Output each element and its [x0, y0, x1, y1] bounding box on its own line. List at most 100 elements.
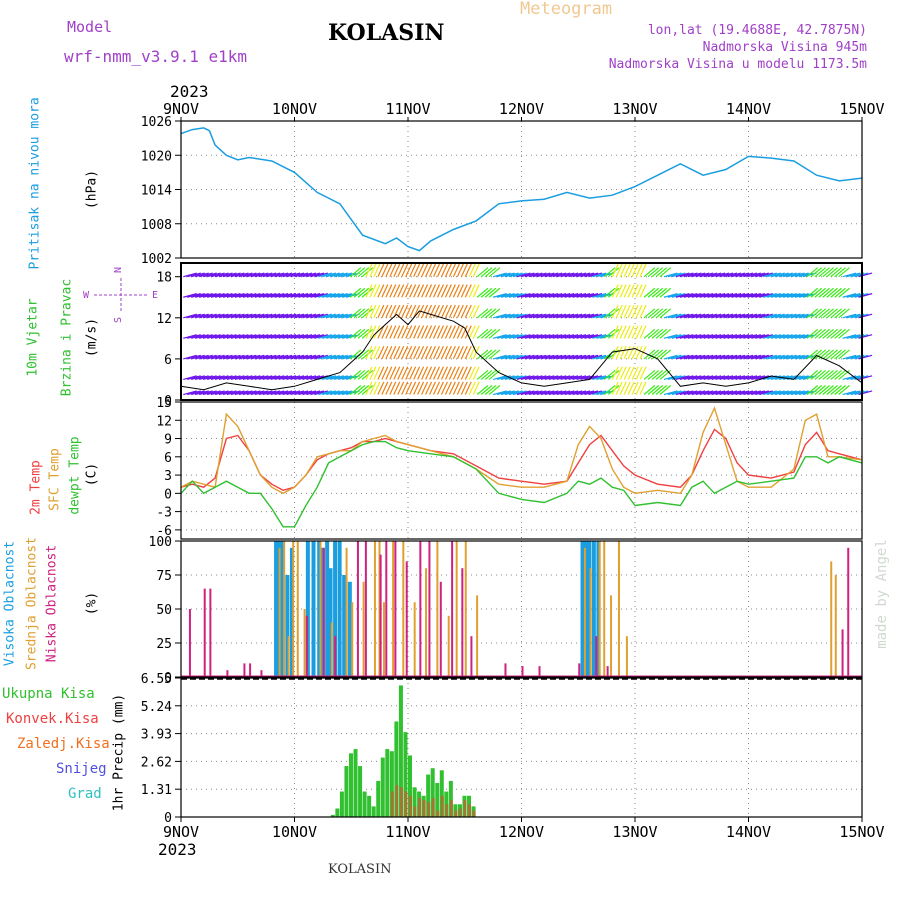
wind-barb	[448, 284, 456, 298]
wind-barb	[444, 325, 452, 339]
wind-barb	[294, 272, 309, 278]
wind-barb	[306, 334, 321, 339]
wind-barb	[703, 334, 718, 339]
wind-barb	[476, 308, 489, 319]
wind-barb	[202, 334, 217, 339]
wind-barb	[794, 313, 809, 319]
wind-barb	[623, 381, 631, 395]
wind-barb	[619, 381, 627, 395]
wind-barb	[508, 313, 523, 319]
wind-barb	[715, 334, 730, 339]
wind-barb	[627, 284, 635, 298]
wind-barb	[679, 375, 694, 381]
wind-barb	[739, 293, 754, 298]
wind-barb	[187, 375, 201, 381]
wind-barb	[266, 272, 281, 278]
precip-conv-bar	[409, 795, 412, 817]
wind-barb	[508, 293, 523, 298]
wind-barb	[723, 375, 738, 381]
cloud-low-bar	[203, 588, 206, 677]
wind-barb	[552, 313, 567, 319]
wind-barb	[782, 334, 797, 339]
wind-barb	[767, 354, 781, 360]
wind-barb	[679, 272, 694, 278]
wind-barb	[580, 390, 595, 396]
wind-barb	[759, 354, 773, 360]
wind-barb	[330, 354, 344, 360]
wind-barb	[727, 313, 742, 319]
wind-barb	[496, 334, 511, 339]
wind-barb	[846, 334, 861, 339]
cloud-low-bar	[379, 554, 382, 677]
wind-barb	[314, 272, 329, 278]
wind-barb	[476, 385, 489, 395]
wind-barb	[187, 313, 201, 319]
wind-barb	[611, 304, 619, 319]
wind-barb	[353, 385, 366, 395]
wind-barb	[334, 390, 348, 396]
lonlat-text: lon,lat (19.4688E, 42.7875N)	[647, 23, 867, 38]
wind-barb	[822, 287, 834, 298]
wind-barb	[723, 334, 738, 339]
wind-barb	[627, 263, 635, 277]
wind-barb	[516, 334, 531, 339]
wind-barb	[258, 272, 273, 278]
wind-barb	[512, 334, 527, 339]
cloud-low-bar	[847, 547, 850, 677]
wind-barb	[703, 375, 718, 381]
wind-barb	[771, 354, 785, 360]
wind-barb	[548, 334, 563, 339]
time-label-bottom: 15NOV	[839, 823, 884, 841]
cloud-low-bar	[260, 670, 263, 677]
wind-barb	[548, 390, 563, 396]
wind-barb	[675, 293, 690, 298]
wind-barb	[727, 390, 742, 396]
wind-barb	[675, 334, 690, 339]
wind-barb	[830, 385, 842, 395]
wind-barb	[548, 272, 563, 278]
wind-barb	[484, 267, 497, 278]
wind-barb	[627, 304, 635, 319]
wind-barb	[290, 354, 305, 360]
wind-barb	[830, 308, 842, 319]
wind-barb	[326, 390, 340, 396]
wind-barb	[294, 313, 309, 319]
wind-barb	[464, 304, 472, 319]
wind-barb	[440, 304, 448, 319]
time-label-bottom: 9NOV	[163, 823, 199, 841]
wind-barb	[373, 381, 381, 395]
wind-barb	[715, 354, 730, 360]
cloud-low-bar	[364, 541, 367, 677]
wind-barb	[548, 375, 563, 381]
wind-barb	[230, 272, 245, 278]
wind-barb	[318, 293, 333, 298]
wind-barb	[810, 385, 823, 395]
wind-barb	[858, 272, 873, 278]
wind-barb	[556, 375, 571, 381]
wind-barb	[763, 272, 777, 278]
wind-barb	[719, 313, 734, 319]
wind-barb	[572, 334, 587, 339]
wind-barb	[747, 334, 762, 339]
wind-barb	[834, 328, 846, 339]
wind-barb	[191, 334, 205, 339]
wind-barb	[290, 334, 305, 339]
wind-barb	[806, 369, 819, 380]
cloud-high-bar	[580, 541, 585, 677]
wind-barb	[262, 354, 277, 360]
time-label-top: 11NOV	[385, 100, 430, 118]
wind-barb	[472, 263, 480, 277]
wind-barb	[250, 375, 265, 381]
wind-barb	[373, 345, 381, 360]
wind-barb	[278, 354, 293, 360]
wind-barb	[759, 313, 773, 319]
temp-dew-line	[180, 440, 863, 528]
wind-barb	[425, 304, 433, 319]
wind-barb	[191, 293, 205, 298]
wind-barb	[568, 375, 583, 381]
wind-barb	[413, 381, 421, 395]
wind-barb	[627, 366, 635, 380]
wind-barb	[512, 354, 527, 360]
wind-barb	[432, 345, 440, 360]
wind-barb	[508, 390, 523, 396]
